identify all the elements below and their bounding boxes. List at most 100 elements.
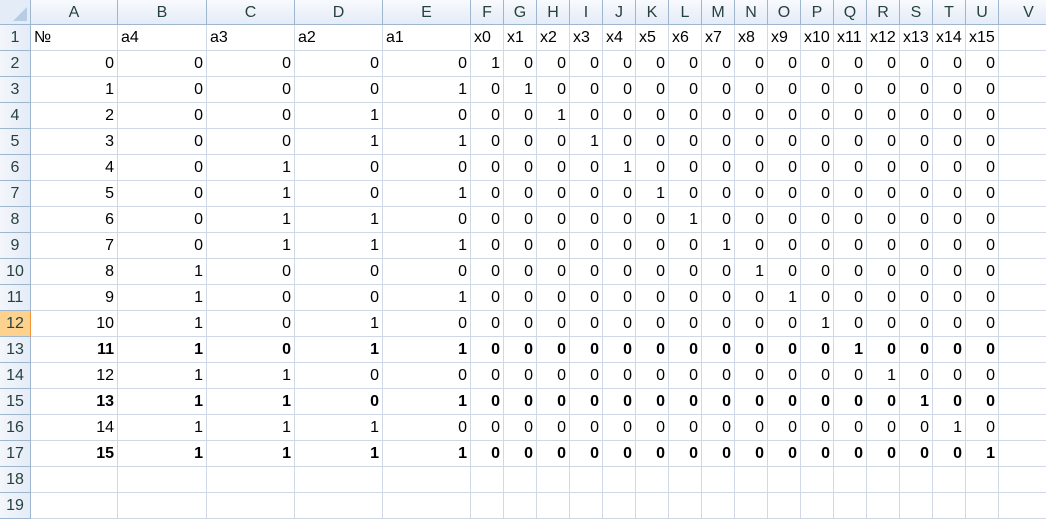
cell-N19[interactable] xyxy=(735,493,768,519)
cell-M6[interactable]: 0 xyxy=(702,155,735,181)
row-header-17[interactable]: 17 xyxy=(0,441,31,467)
cell-S16[interactable]: 0 xyxy=(900,415,933,441)
cell-T7[interactable]: 0 xyxy=(933,181,966,207)
cell-E14[interactable]: 0 xyxy=(383,363,471,389)
cell-D14[interactable]: 0 xyxy=(295,363,383,389)
column-header-K[interactable]: K xyxy=(636,0,669,25)
cell-M10[interactable]: 0 xyxy=(702,259,735,285)
cell-O10[interactable]: 0 xyxy=(768,259,801,285)
cell-K2[interactable]: 0 xyxy=(636,51,669,77)
cell-I12[interactable]: 0 xyxy=(570,311,603,337)
cell-K1[interactable]: x5 xyxy=(636,25,669,51)
cell-A10[interactable]: 8 xyxy=(31,259,118,285)
select-all-button[interactable] xyxy=(0,0,31,25)
cell-T14[interactable]: 0 xyxy=(933,363,966,389)
cell-P9[interactable]: 0 xyxy=(801,233,834,259)
cell-B2[interactable]: 0 xyxy=(118,51,207,77)
cell-I17[interactable]: 0 xyxy=(570,441,603,467)
cell-B7[interactable]: 0 xyxy=(118,181,207,207)
cell-H5[interactable]: 0 xyxy=(537,129,570,155)
cell-G17[interactable]: 0 xyxy=(504,441,537,467)
cell-T9[interactable]: 0 xyxy=(933,233,966,259)
column-header-Q[interactable]: Q xyxy=(834,0,867,25)
cell-J5[interactable]: 0 xyxy=(603,129,636,155)
cell-P2[interactable]: 0 xyxy=(801,51,834,77)
cell-D9[interactable]: 1 xyxy=(295,233,383,259)
column-header-R[interactable]: R xyxy=(867,0,900,25)
cell-R3[interactable]: 0 xyxy=(867,77,900,103)
cell-I6[interactable]: 0 xyxy=(570,155,603,181)
cell-I7[interactable]: 0 xyxy=(570,181,603,207)
cell-P3[interactable]: 0 xyxy=(801,77,834,103)
cell-M11[interactable]: 0 xyxy=(702,285,735,311)
cell-I8[interactable]: 0 xyxy=(570,207,603,233)
cell-O19[interactable] xyxy=(768,493,801,519)
cell-F12[interactable]: 0 xyxy=(471,311,504,337)
cell-G6[interactable]: 0 xyxy=(504,155,537,181)
cell-M12[interactable]: 0 xyxy=(702,311,735,337)
cell-R9[interactable]: 0 xyxy=(867,233,900,259)
cell-F1[interactable]: x0 xyxy=(471,25,504,51)
cell-G11[interactable]: 0 xyxy=(504,285,537,311)
cell-J7[interactable]: 0 xyxy=(603,181,636,207)
column-header-S[interactable]: S xyxy=(900,0,933,25)
cell-O7[interactable]: 0 xyxy=(768,181,801,207)
column-header-O[interactable]: O xyxy=(768,0,801,25)
cell-G8[interactable]: 0 xyxy=(504,207,537,233)
cell-C7[interactable]: 1 xyxy=(207,181,295,207)
cell-B14[interactable]: 1 xyxy=(118,363,207,389)
cell-M3[interactable]: 0 xyxy=(702,77,735,103)
cell-I1[interactable]: x3 xyxy=(570,25,603,51)
column-header-A[interactable]: A xyxy=(31,0,118,25)
cell-T11[interactable]: 0 xyxy=(933,285,966,311)
cell-E11[interactable]: 1 xyxy=(383,285,471,311)
cell-E18[interactable] xyxy=(383,467,471,493)
cell-S7[interactable]: 0 xyxy=(900,181,933,207)
cell-M14[interactable]: 0 xyxy=(702,363,735,389)
cell-L3[interactable]: 0 xyxy=(669,77,702,103)
cell-D5[interactable]: 1 xyxy=(295,129,383,155)
cell-K7[interactable]: 1 xyxy=(636,181,669,207)
cell-F15[interactable]: 0 xyxy=(471,389,504,415)
row-header-9[interactable]: 9 xyxy=(0,233,31,259)
cell-U15[interactable]: 0 xyxy=(966,389,999,415)
cell-D12[interactable]: 1 xyxy=(295,311,383,337)
cell-T2[interactable]: 0 xyxy=(933,51,966,77)
cell-F13[interactable]: 0 xyxy=(471,337,504,363)
cell-G13[interactable]: 0 xyxy=(504,337,537,363)
cell-U5[interactable]: 0 xyxy=(966,129,999,155)
cell-E2[interactable]: 0 xyxy=(383,51,471,77)
cell-B4[interactable]: 0 xyxy=(118,103,207,129)
cell-G12[interactable]: 0 xyxy=(504,311,537,337)
cell-U18[interactable] xyxy=(966,467,999,493)
column-header-V[interactable]: V xyxy=(999,0,1046,25)
cell-V16[interactable] xyxy=(999,415,1046,441)
row-header-15[interactable]: 15 xyxy=(0,389,31,415)
cell-O18[interactable] xyxy=(768,467,801,493)
cell-O6[interactable]: 0 xyxy=(768,155,801,181)
row-header-6[interactable]: 6 xyxy=(0,155,31,181)
cell-F10[interactable]: 0 xyxy=(471,259,504,285)
cell-F4[interactable]: 0 xyxy=(471,103,504,129)
cell-P19[interactable] xyxy=(801,493,834,519)
cell-J19[interactable] xyxy=(603,493,636,519)
cell-E19[interactable] xyxy=(383,493,471,519)
cell-H15[interactable]: 0 xyxy=(537,389,570,415)
cell-B11[interactable]: 1 xyxy=(118,285,207,311)
cell-D13[interactable]: 1 xyxy=(295,337,383,363)
cell-I5[interactable]: 1 xyxy=(570,129,603,155)
cell-M8[interactable]: 0 xyxy=(702,207,735,233)
cell-U2[interactable]: 0 xyxy=(966,51,999,77)
row-header-7[interactable]: 7 xyxy=(0,181,31,207)
cell-S17[interactable]: 0 xyxy=(900,441,933,467)
cell-K16[interactable]: 0 xyxy=(636,415,669,441)
cell-R13[interactable]: 0 xyxy=(867,337,900,363)
cell-M13[interactable]: 0 xyxy=(702,337,735,363)
cell-E9[interactable]: 1 xyxy=(383,233,471,259)
cell-C6[interactable]: 1 xyxy=(207,155,295,181)
cell-V14[interactable] xyxy=(999,363,1046,389)
cell-M1[interactable]: x7 xyxy=(702,25,735,51)
cell-S11[interactable]: 0 xyxy=(900,285,933,311)
cell-G14[interactable]: 0 xyxy=(504,363,537,389)
row-header-10[interactable]: 10 xyxy=(0,259,31,285)
